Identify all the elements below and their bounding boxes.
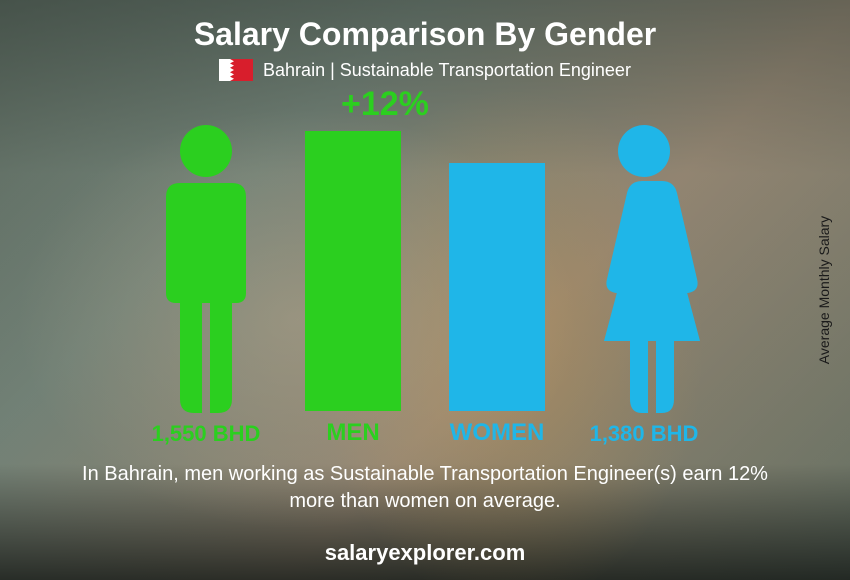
female-bar-column: WOMEN — [442, 163, 552, 447]
female-column: 1,380 BHD — [564, 123, 724, 447]
chart-area: +12% 1,550 BHD MEN WOMEN — [65, 87, 785, 447]
female-bar-label: WOMEN — [450, 419, 545, 447]
page-title: Salary Comparison By Gender — [194, 16, 656, 53]
male-column: 1,550 BHD — [126, 123, 286, 447]
side-axis-label-wrap: Average Monthly Salary — [814, 0, 834, 580]
subtitle-text: Bahrain | Sustainable Transportation Eng… — [263, 60, 631, 81]
male-bar-column: MEN — [298, 131, 408, 447]
delta-label: +12% — [341, 85, 429, 124]
bahrain-flag-icon — [219, 59, 253, 81]
chart-row: 1,550 BHD MEN WOMEN 1,380 BHD — [65, 123, 785, 447]
subtitle-row: Bahrain | Sustainable Transportation Eng… — [219, 59, 631, 81]
male-person-icon — [146, 123, 266, 413]
description-text: In Bahrain, men working as Sustainable T… — [65, 461, 785, 515]
content-wrapper: Salary Comparison By Gender Bahrain | Su… — [0, 0, 850, 580]
side-axis-label: Average Monthly Salary — [816, 216, 832, 364]
footer-source: salaryexplorer.com — [0, 540, 850, 566]
male-salary-value: 1,550 BHD — [152, 421, 261, 447]
female-person-icon — [584, 123, 704, 413]
male-bar-label: MEN — [326, 419, 379, 447]
female-salary-value: 1,380 BHD — [590, 421, 699, 447]
female-bar — [449, 163, 545, 411]
male-bar — [305, 131, 401, 411]
